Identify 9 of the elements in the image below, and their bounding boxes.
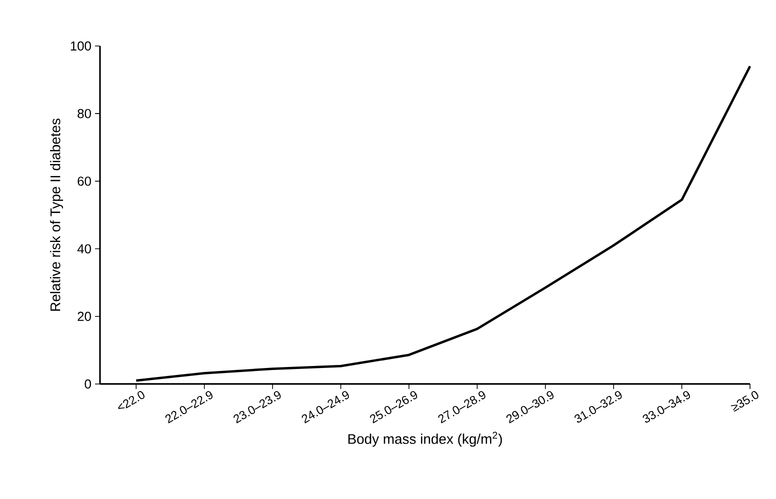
y-tick-label: 80 (78, 108, 91, 118)
x-axis-title: Body mass index (kg/m$^{2}$) (348, 432, 502, 447)
y-tick-label: 0 (84, 379, 91, 389)
y-tick-label: 60 (78, 176, 91, 186)
y-tick-label: 100 (70, 41, 91, 51)
x-tick-label: <22.0 (118, 391, 144, 409)
y-tick-label: 20 (78, 312, 91, 321)
y-tick-label: 40 (77, 244, 91, 254)
y-axis-title: Relative risk of Type II diabetes (50, 118, 64, 311)
